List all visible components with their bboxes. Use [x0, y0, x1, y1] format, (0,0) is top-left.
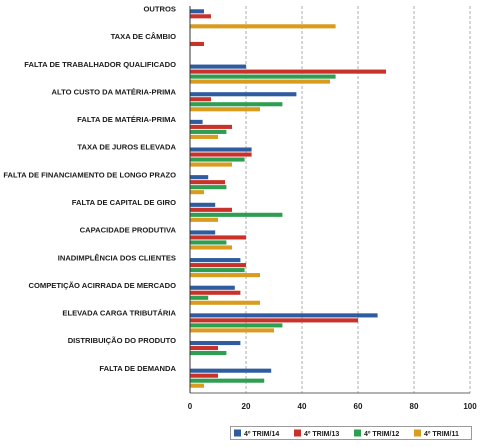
legend-frame	[230, 426, 472, 440]
bar-2-0	[190, 64, 246, 69]
category-label-7: FALTA DE CAPITAL DE GIRO	[72, 198, 176, 207]
bar-2-2	[190, 74, 336, 79]
bar-0-0	[190, 9, 204, 14]
bar-3-2	[190, 102, 283, 107]
bar-6-2	[190, 185, 227, 190]
bar-1-1	[190, 41, 204, 47]
category-label-4: FALTA DE MATÉRIA-PRIMA	[77, 115, 176, 124]
bar-8-1	[190, 235, 246, 240]
category-labels: OUTROS TAXA DE CÂMBIO FALTA DE TRABALHADOR…	[3, 4, 176, 372]
bar-6-0	[190, 175, 209, 180]
bar-13-0	[190, 368, 272, 373]
bar-7-0	[190, 202, 216, 207]
x-tick-label-5: 100	[463, 402, 477, 411]
legend-label-0: 4º TRIM/14	[244, 431, 279, 438]
bar-3-3	[190, 107, 260, 112]
bar-13-2	[190, 378, 265, 383]
category-label-6: FALTA DE FINANCIAMENTO DE LONGO PRAZO	[3, 170, 176, 179]
bar-9-1	[190, 263, 246, 268]
bar-11-2	[190, 323, 283, 328]
category-label-12: DISTRIBUIÇÃO DO PRODUTO	[68, 336, 176, 345]
legend-label-2: 4º TRIM/12	[364, 431, 399, 438]
bar-3-0	[190, 92, 297, 97]
category-label-8: CAPACIDADE PRODUTIVA	[80, 226, 177, 235]
bar-9-0	[190, 258, 241, 263]
bar-6-3	[190, 190, 204, 195]
bar-11-0	[190, 313, 378, 318]
x-tick-label-1: 20	[242, 402, 251, 411]
legend-swatch-0	[234, 429, 241, 437]
bar-6-1	[190, 180, 225, 185]
bars	[190, 9, 386, 388]
bar-4-2	[190, 129, 227, 134]
category-label-3: ALTO CUSTO DA MATÉRIA-PRIMA	[52, 87, 177, 96]
x-tick-label-3: 60	[354, 402, 363, 411]
bar-12-0	[190, 340, 241, 346]
legend-label-1: 4º TRIM/13	[304, 431, 339, 438]
legend-swatch-1	[294, 429, 301, 437]
category-label-0: OUTROS	[144, 4, 177, 13]
category-label-9: INADIMPLÊNCIA DOS CLIENTES	[58, 253, 176, 262]
category-label-10: COMPETIÇÃO ACIRRADA DE MERCADO	[28, 281, 176, 290]
bar-9-2	[190, 268, 245, 273]
bar-12-2	[190, 350, 227, 356]
legend-label-3: 4º TRIM/11	[424, 431, 459, 438]
legend-swatch-3	[414, 429, 421, 437]
bar-4-1	[190, 124, 232, 129]
bar-0-3	[190, 24, 336, 29]
x-tick-label-4: 80	[410, 402, 419, 411]
bar-13-1	[190, 373, 218, 378]
bar-8-0	[190, 230, 216, 235]
x-tick-label-0: 0	[188, 402, 193, 411]
bar-3-1	[190, 97, 211, 102]
bar-9-3	[190, 273, 260, 278]
category-label-1: TAXA DE CÂMBIO	[111, 32, 176, 41]
bar-11-1	[190, 318, 358, 323]
bar-8-2	[190, 240, 227, 245]
bar-5-3	[190, 162, 232, 167]
bar-11-3	[190, 328, 274, 333]
bar-7-2	[190, 212, 283, 217]
bar-5-0	[190, 147, 252, 152]
category-label-2: FALTA DE TRABALHADOR QUALIFICADO	[24, 60, 176, 69]
x-axis	[189, 6, 470, 394]
bar-4-0	[190, 119, 203, 124]
bar-13-3	[190, 383, 204, 388]
category-label-13: FALTA DE DEMANDA	[99, 364, 176, 373]
bar-7-3	[190, 217, 218, 222]
grid-lines	[245, 6, 471, 393]
bar-2-3	[190, 79, 330, 84]
bar-10-0	[190, 285, 235, 290]
bar-5-1	[190, 152, 252, 157]
bar-4-3	[190, 134, 218, 139]
legend-swatch-2	[354, 429, 361, 437]
bar-10-2	[190, 295, 209, 300]
bar-0-1	[190, 14, 211, 19]
category-label-11: ELEVADA CARGA TRIBUTÁRIA	[62, 309, 176, 318]
bar-8-3	[190, 245, 232, 250]
bar-7-1	[190, 207, 232, 212]
bar-5-2	[190, 157, 245, 162]
bar-12-1	[190, 345, 218, 351]
bar-10-1	[190, 290, 241, 295]
category-label-5: TAXA DE JUROS ELEVADA	[77, 143, 176, 152]
bar-10-3	[190, 300, 260, 305]
x-tick-label-2: 40	[298, 402, 307, 411]
bar-2-1	[190, 69, 386, 74]
x-tick-labels: 0 20 40 60 80 100	[188, 402, 477, 411]
legend: 4º TRIM/14 4º TRIM/13 4º TRIM/12 4º TRIM/11	[234, 429, 459, 438]
